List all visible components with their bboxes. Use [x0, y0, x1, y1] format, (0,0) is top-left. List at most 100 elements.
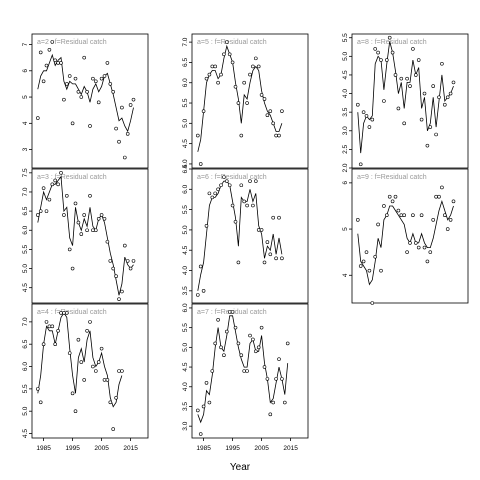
observed-point [53, 342, 58, 347]
observed-point [434, 132, 438, 137]
y-tick-label: 6.0 [22, 225, 29, 234]
observed-point [390, 199, 395, 204]
observed-point [67, 247, 72, 252]
x-tick-label: 2005 [254, 445, 269, 452]
observed-point [79, 95, 84, 99]
observed-point [413, 241, 418, 245]
panel-3: a=4 : f=Residual catch 4.5 5.0 5.5 6.0 6.5 7.0… [22, 303, 149, 452]
observed-point [413, 73, 418, 77]
observed-point [76, 90, 81, 94]
y-tick-label: 4.0 [182, 266, 189, 275]
observed-point [99, 346, 104, 351]
y-tick-label: 7.5 [22, 168, 29, 177]
observed-point [440, 61, 444, 66]
panel-frame [31, 303, 149, 439]
observed-point [114, 395, 118, 400]
observed-point [65, 82, 69, 86]
observed-point [225, 329, 229, 334]
observed-point [105, 239, 110, 244]
observed-point [47, 324, 52, 329]
observed-point [405, 76, 409, 81]
observed-point [82, 378, 86, 382]
y-tick-label: 6.5 [182, 164, 189, 173]
observed-point [73, 409, 78, 414]
x-axis-title: Year [230, 462, 251, 473]
observed-point [405, 250, 409, 254]
panel-frame [31, 33, 149, 169]
observed-point [128, 103, 133, 107]
observed-point [111, 427, 115, 431]
observed-point [198, 264, 203, 269]
observed-point [204, 76, 209, 81]
observed-point [379, 268, 383, 273]
observed-point [99, 76, 104, 81]
observed-point [370, 117, 375, 122]
observed-point [254, 56, 258, 61]
y-tick-label: 3.5 [182, 402, 189, 411]
observed-point [213, 191, 217, 196]
y-tick-label: 4.5 [182, 245, 189, 254]
panel-4: a=5 : f=Residual catch 4.0 4.5 5.0 5.5 6.0 6.5… [182, 33, 309, 168]
y-tick-label: 4.0 [182, 159, 189, 168]
observed-point [396, 208, 401, 213]
observed-point [422, 91, 427, 96]
observed-point [442, 102, 447, 107]
observed-point [411, 47, 415, 51]
y-tick-label: 3.0 [342, 126, 349, 135]
y-tick-label: 5.0 [182, 118, 189, 127]
observed-point [44, 320, 49, 324]
observed-point [376, 50, 380, 55]
y-tick-label: 2.5 [342, 144, 349, 153]
observed-point [236, 341, 241, 346]
observed-point [390, 50, 395, 55]
x-tick-label: 1995 [65, 445, 80, 452]
observed-point [227, 52, 232, 57]
observed-point [251, 203, 255, 208]
observed-point [131, 97, 136, 102]
observed-point [445, 95, 450, 100]
observed-point [387, 35, 392, 40]
observed-point [254, 179, 258, 183]
observed-point [108, 400, 113, 405]
observed-point [271, 215, 276, 220]
observed-point [198, 432, 203, 436]
observed-point [437, 194, 441, 199]
observed-point [437, 95, 441, 100]
observed-point [222, 353, 226, 358]
y-tick-label: 7.0 [22, 317, 29, 326]
panel-label: a=2 : f=Residual catch [37, 39, 107, 46]
observed-point [65, 311, 69, 315]
observed-point [210, 195, 215, 200]
observed-point [82, 213, 86, 217]
observed-point [216, 317, 220, 322]
observed-point [227, 183, 232, 188]
observed-point [367, 268, 372, 273]
observed-point [425, 259, 430, 264]
observed-point [111, 266, 115, 271]
observed-point [245, 369, 249, 373]
observed-point [402, 213, 407, 218]
observed-point [408, 84, 412, 88]
y-tick-label: 6 [342, 181, 349, 185]
y-tick-label: 7.0 [182, 37, 189, 46]
observed-point [47, 197, 52, 202]
fitted-line [197, 44, 283, 152]
panel-1: a=2 : f=Residual catch 3 4 5 6 7 [22, 33, 149, 169]
observed-point [361, 110, 366, 114]
panel-frame [191, 168, 309, 304]
x-tick-label: 1985 [196, 445, 211, 452]
observed-point [50, 324, 55, 329]
y-tick-label: 5.0 [182, 225, 189, 234]
observed-point [376, 222, 380, 227]
observed-point [408, 241, 412, 245]
observed-point [201, 109, 206, 113]
observed-point [117, 297, 121, 301]
observed-point [102, 216, 107, 221]
y-tick-label: 6.0 [182, 184, 189, 193]
y-tick-label: 6 [22, 69, 29, 73]
observed-point [242, 80, 246, 85]
fitted-line [197, 180, 283, 291]
observed-point [94, 369, 98, 373]
observed-point [274, 256, 278, 261]
